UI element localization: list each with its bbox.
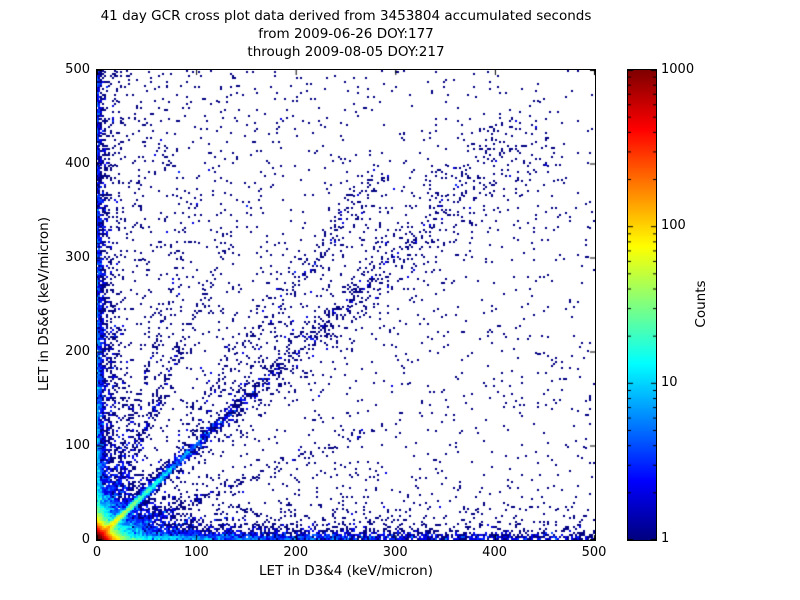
- plot-area: [96, 69, 596, 541]
- colorbar-tick-label: 1: [661, 531, 670, 546]
- x-tick-label: 0: [92, 545, 102, 560]
- colorbar-tick-label: 1000: [661, 62, 695, 77]
- colorbar: [627, 69, 657, 541]
- chart-title-line-3: through 2009-08-05 DOY:217: [247, 44, 445, 60]
- chart-title-line-1: 41 day GCR cross plot data derived from …: [100, 8, 592, 24]
- y-tick-label: 200: [65, 344, 90, 359]
- colorbar-tick-label: 100: [661, 218, 686, 234]
- y-axis-label: LET in D5&6 (keV/micron): [36, 217, 52, 391]
- x-tick-label: 300: [382, 545, 408, 560]
- colorbar-gradient-canvas: [628, 70, 656, 540]
- y-tick-label: 400: [65, 156, 90, 171]
- x-tick-label: 100: [183, 545, 209, 560]
- x-tick-label: 200: [283, 545, 309, 560]
- chart-title-line-2: from 2009-06-26 DOY:177: [258, 26, 434, 42]
- colorbar-label: Counts: [693, 280, 709, 328]
- y-tick-label: 300: [65, 250, 90, 265]
- y-tick-label: 500: [65, 62, 90, 77]
- chart-title: 41 day GCR cross plot data derived from …: [96, 7, 596, 61]
- y-tick-label: 0: [81, 532, 90, 547]
- x-tick-label: 400: [482, 545, 508, 560]
- x-axis-label: LET in D3&4 (keV/micron): [259, 563, 433, 579]
- colorbar-tick-label: 10: [661, 374, 678, 390]
- x-tick-label: 500: [581, 545, 607, 560]
- y-tick-label: 100: [65, 438, 90, 453]
- scatter-heatmap-canvas: [97, 70, 595, 540]
